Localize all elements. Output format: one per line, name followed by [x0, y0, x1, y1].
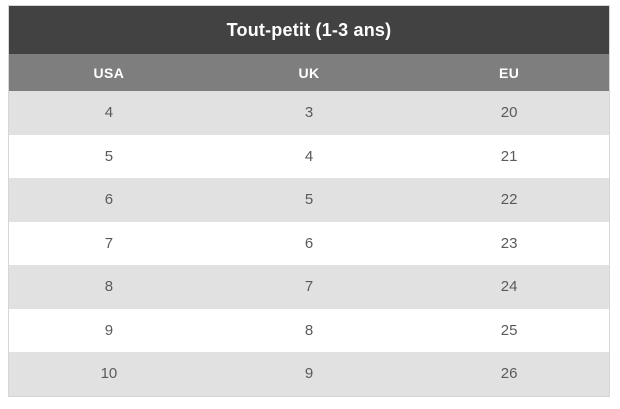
table-cell-eu: 22 [409, 178, 610, 222]
table-row: 9 8 25 [8, 308, 610, 352]
table-cell-eu: 23 [409, 221, 610, 265]
table-cell-uk: 5 [208, 178, 410, 222]
table-cell-uk: 6 [208, 221, 410, 265]
table-cell-usa: 6 [8, 178, 209, 222]
table-cell-uk: 8 [208, 308, 410, 352]
column-header-row: USA UK EU [8, 54, 610, 91]
table-cell-usa: 7 [8, 221, 209, 265]
table-cell-usa: 5 [8, 134, 209, 178]
table-cell-usa: 9 [8, 308, 209, 352]
table-cell-eu: 26 [409, 352, 610, 396]
table-row: 5 4 21 [8, 134, 610, 178]
table-row: 8 7 24 [8, 265, 610, 309]
table-cell-uk: 9 [208, 352, 410, 396]
table-row: 10 9 26 [8, 352, 610, 396]
table-cell-uk: 4 [208, 134, 410, 178]
table-row: 7 6 23 [8, 221, 610, 265]
table-cell-eu: 25 [409, 308, 610, 352]
table-title-row: Tout-petit (1-3 ans) [8, 5, 610, 54]
page: Tout-petit (1-3 ans) USA UK EU 4 3 20 5 … [8, 5, 610, 397]
table-row: 4 3 20 [8, 91, 610, 135]
table-cell-uk: 3 [208, 91, 410, 135]
column-header-usa: USA [8, 54, 209, 91]
table-cell-eu: 21 [409, 134, 610, 178]
table-cell-usa: 8 [8, 265, 209, 309]
table-row: 6 5 22 [8, 178, 610, 222]
table-cell-eu: 20 [409, 91, 610, 135]
table-title: Tout-petit (1-3 ans) [8, 5, 610, 54]
table-cell-eu: 24 [409, 265, 610, 309]
table-body: 4 3 20 5 4 21 6 5 22 7 6 23 8 7 [8, 91, 610, 396]
table-cell-usa: 4 [8, 91, 209, 135]
table-cell-usa: 10 [8, 352, 209, 396]
size-chart-table: Tout-petit (1-3 ans) USA UK EU 4 3 20 5 … [8, 5, 610, 397]
column-header-uk: UK [208, 54, 410, 91]
column-header-eu: EU [409, 54, 610, 91]
table-cell-uk: 7 [208, 265, 410, 309]
